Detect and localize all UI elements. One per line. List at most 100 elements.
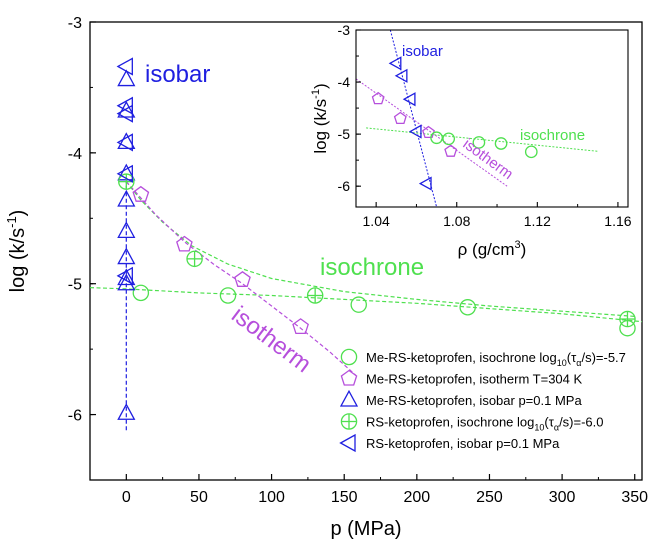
legend-marker-me_isotherm: [340, 369, 358, 386]
inset-data-markers: [371, 56, 538, 191]
marker-me_isobar: [117, 221, 136, 239]
inset-marker-in_isochrone: [524, 145, 538, 159]
inset-marker-in_isobar: [394, 68, 408, 83]
fit-line-isochrone_rs_fit: [125, 181, 635, 317]
marker-me_isobar: [117, 268, 136, 286]
main-x-tick-label: 0: [122, 489, 131, 506]
inset-x-tick-label: 1.16: [604, 213, 631, 229]
inset-y-axis-label-text: log (k/s: [311, 99, 330, 154]
inset-marker-in_isotherm: [444, 144, 458, 157]
main-y-tick-label: -3: [68, 15, 82, 32]
fit-line-isochrone_me_fit: [89, 287, 643, 323]
inset-background: [356, 30, 628, 207]
inset-chart: 1.04 1.08 1.12 1.16 -6 -5 -4 -3 ρ (g/cm3) log …: [310, 22, 632, 259]
legend-label-part: Me-RS-ketoprofen, isochrone log: [366, 350, 557, 365]
fit-line-in_isochrone_fit: [366, 127, 598, 152]
legend-label-part: 10: [534, 423, 544, 433]
legend-marker-me_isobar: [339, 389, 359, 407]
marker-me_isobar: [117, 69, 136, 87]
main-data-markers: [116, 57, 636, 420]
inset-marker-in_isochrone: [442, 132, 456, 146]
annotation-isotherm: isotherm: [226, 301, 316, 378]
inset-marker-in_isotherm: [393, 111, 407, 125]
marker-rs_isobar: [116, 133, 133, 152]
legend-entry-me_isochrone: Me-RS-ketoprofen, isochrone log10(τα/s)=…: [340, 348, 626, 368]
inset-y-tick-label: -3: [338, 22, 351, 38]
inset-y-tick-label: -6: [338, 178, 351, 194]
legend-label-part: Me-RS-ketoprofen, isotherm T=304 K: [366, 372, 582, 387]
inset-marker-in_isobar: [402, 92, 416, 107]
marker-me_isobar: [117, 100, 136, 118]
marker-me_isotherm: [292, 318, 309, 335]
marker-me_isotherm: [176, 235, 193, 252]
legend-label-part: RS-ketoprofen, isochrone log: [366, 415, 534, 430]
legend-label-rs_isochrone: RS-ketoprofen, isochrone log10(τα/s)=-6.…: [366, 415, 604, 433]
inset-x-tick-label: 1.08: [443, 213, 470, 229]
marker-me_isobar: [117, 189, 136, 207]
marker-me_isobar: [117, 403, 136, 420]
inset-marker-in_isotherm: [371, 91, 385, 105]
marker-me_isochrone: [459, 299, 476, 316]
inset-x-axis-label-text: ρ (g/cm: [458, 240, 515, 259]
main-x-tick-label: 350: [621, 489, 648, 506]
legend: Me-RS-ketoprofen, isochrone log10(τα/s)=…: [339, 348, 626, 453]
marker-rs_isobar: [116, 266, 133, 285]
legend-label-part: 10: [557, 358, 567, 368]
legend-label-part: α: [554, 423, 559, 433]
legend-marker-rs_isobar: [339, 433, 356, 453]
legend-entry-me_isotherm: Me-RS-ketoprofen, isotherm T=304 K: [340, 369, 582, 387]
inset-marker-in_isobar: [408, 124, 422, 139]
main-x-ticks: 0 50 100 150 200 250 300 350: [89, 474, 648, 506]
main-x-axis-label: p (MPa): [330, 518, 401, 540]
main-x-tick-label: 150: [331, 489, 358, 506]
legend-entry-rs_isobar: RS-ketoprofen, isobar p=0.1 MPa: [339, 433, 560, 453]
marker-me_isotherm: [132, 185, 150, 202]
marker-rs_isochrone: [306, 287, 324, 304]
inset-x-tick-label: 1.04: [363, 213, 390, 229]
fit-line-isotherm_fit: [125, 181, 357, 376]
legend-label-part: /s)=-6.0: [559, 415, 603, 430]
legend-label-part: α: [576, 358, 581, 368]
annotation-isochrone: isochrone: [320, 254, 424, 281]
main-x-tick-label: 250: [476, 489, 503, 506]
main-x-tick-label: 100: [258, 489, 285, 506]
marker-me_isochrone: [132, 284, 150, 302]
main-y-axis-label-text: log (k/s: [7, 228, 29, 292]
marker-me_isotherm: [234, 270, 251, 287]
main-x-tick-label: 50: [190, 489, 208, 506]
inset-marker-in_isobar: [388, 56, 402, 71]
legend-label-part: RS-ketoprofen, isobar p=0.1 MPa: [366, 436, 560, 451]
marker-rs_isobar: [116, 104, 133, 123]
inset-y-axis-label: log (k/s-1): [310, 83, 330, 153]
inset-annotation-isochrone: isochrone: [520, 127, 585, 144]
inset-marker-in_isotherm: [422, 125, 435, 139]
main-y-ticks: -6 -5 -4 -3: [68, 15, 96, 481]
marker-me_isobar: [117, 132, 136, 150]
main-y-tick-label: -4: [68, 146, 82, 163]
legend-label-me_isobar: Me-RS-ketoprofen, isobar p=0.1 MPa: [366, 393, 582, 408]
marker-rs_isobar: [116, 164, 133, 183]
main-plot-frame: [89, 21, 643, 481]
inset-marker-in_isobar: [418, 176, 432, 191]
main-y-axis-label-tail: ): [7, 210, 29, 217]
main-y-axis-label-sup: -1: [4, 216, 19, 228]
legend-label-part: (τ: [567, 350, 577, 365]
marker-me_isobar: [117, 247, 136, 265]
inset-x-axis-label-sup: 3: [515, 239, 521, 251]
legend-marker-me_isochrone: [340, 348, 358, 366]
inset-x-axis-label: ρ (g/cm3): [458, 239, 527, 259]
legend-label-part: Me-RS-ketoprofen, isobar p=0.1 MPa: [366, 393, 582, 408]
inset-marker-in_isochrone: [430, 131, 443, 145]
inset-x-ticks: 1.04 1.08 1.12 1.16: [363, 202, 632, 229]
inset-y-ticks: -6 -5 -4 -3: [338, 22, 361, 194]
inset-y-tick-label: -5: [338, 126, 351, 142]
legend-label-me_isochrone: Me-RS-ketoprofen, isochrone log10(τα/s)=…: [366, 350, 626, 368]
inset-plot-frame: [355, 29, 629, 208]
inset-marker-in_isochrone: [494, 137, 508, 150]
annotation-isobar: isobar: [145, 61, 210, 88]
main-y-axis-label: log (k/s-1): [4, 210, 29, 293]
marker-rs_isochrone: [619, 310, 636, 328]
inset-x-tick-label: 1.12: [524, 213, 551, 229]
legend-label-part: /s)=-5.7: [581, 350, 625, 365]
